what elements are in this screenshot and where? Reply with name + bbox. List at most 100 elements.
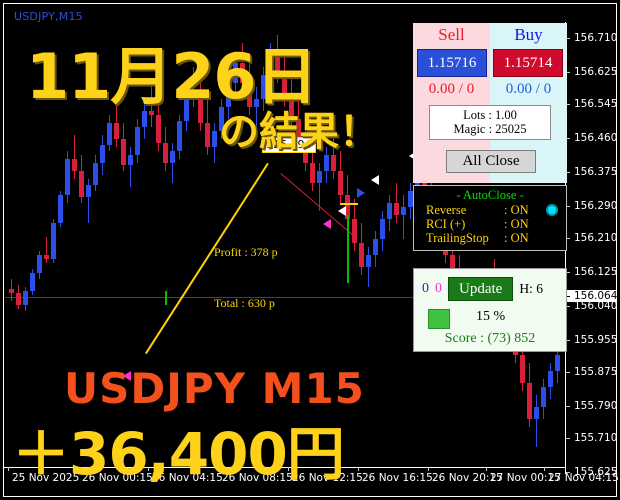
candlestick: [359, 223, 364, 275]
candle-body: [380, 219, 385, 239]
time-tick-label: 26 Nov 20:15: [428, 467, 503, 484]
candle-wick: [130, 147, 131, 187]
candle-body: [450, 255, 455, 275]
time-axis-separator: [4, 467, 566, 468]
candlestick: [212, 123, 217, 163]
candle-body: [23, 291, 28, 305]
candlestick: [149, 83, 154, 127]
candlestick: [142, 99, 147, 139]
candle-body: [128, 155, 133, 165]
candle-body: [352, 219, 357, 243]
candlestick: [107, 115, 112, 151]
candle-body: [359, 243, 364, 267]
candlestick: [275, 35, 280, 83]
candle-wick: [256, 87, 257, 135]
autoclose-panel[interactable]: - AutoClose - Reverse: ON RCI (+): ON Trai…: [413, 185, 567, 251]
candlestick: [527, 363, 532, 427]
candle-body: [324, 155, 329, 171]
candle-body: [534, 407, 539, 419]
price-tick: 155.625: [566, 466, 617, 478]
candle-wick: [172, 143, 173, 183]
candle-body: [198, 99, 203, 123]
candle-body: [30, 273, 35, 291]
candle-body: [51, 223, 56, 259]
trade-panel[interactable]: Sell Buy 1.15716 1.15714 0.00 / 0 0.00 /…: [413, 23, 567, 183]
autoclose-row[interactable]: RCI (+): ON: [414, 217, 566, 231]
candlestick: [373, 231, 378, 267]
candlestick: [156, 99, 161, 151]
candlestick: [114, 105, 119, 147]
candle-body: [79, 171, 84, 197]
price-tick: 156.545: [566, 98, 617, 110]
candlestick: [401, 195, 406, 239]
overlay-date-text: 11月26日: [26, 40, 318, 113]
vertical-event-line: [347, 215, 349, 283]
time-tick-label: 27 Nov 00:15: [486, 467, 561, 484]
candlestick: [254, 87, 259, 135]
candle-wick: [88, 179, 89, 223]
candlestick: [86, 179, 91, 223]
candle-body: [247, 83, 252, 107]
candlestick-plot-area[interactable]: [5, 23, 567, 473]
candlestick: [93, 155, 98, 191]
candle-body: [58, 195, 63, 223]
chart-symbol-label: USDJPY,M15: [14, 10, 83, 23]
autoclose-row[interactable]: Reverse: ON: [414, 203, 566, 217]
candle-body: [261, 75, 266, 99]
overlay-amount-text: ＋36,400円: [12, 420, 345, 488]
candle-body: [527, 383, 532, 419]
candlestick: [79, 155, 84, 203]
update-panel[interactable]: 0 0 Update H: 6 15 % Score : (73) 852: [413, 268, 567, 352]
magic-row: Magic : 25025: [453, 122, 527, 136]
candle-body: [317, 171, 322, 183]
candlestick: [331, 135, 336, 179]
price-tick: 156.040: [566, 300, 617, 312]
update-button[interactable]: Update: [448, 277, 514, 301]
candle-body: [408, 191, 413, 207]
candlestick: [163, 127, 168, 171]
profit-annotation: Profit : 378 p: [214, 245, 278, 259]
autoclose-rows: Reverse: ON RCI (+): ON TrailingStop: ON: [414, 203, 566, 245]
candle-body: [163, 143, 168, 163]
chart-window-frame: USDJPY,M15 156.394 Profit : 378 p Total …: [3, 3, 619, 497]
price-tick: 156.290: [566, 200, 617, 212]
candlestick: [282, 55, 287, 107]
trade-panel-headers: Sell Buy: [413, 25, 567, 45]
candle-body: [240, 63, 245, 83]
buy-price-button[interactable]: 1.15714: [493, 49, 563, 77]
candle-body: [415, 175, 420, 191]
all-close-button[interactable]: All Close: [446, 150, 536, 173]
price-tag-label: 156.394: [262, 137, 316, 153]
candle-body: [310, 163, 315, 183]
candlestick: [198, 79, 203, 131]
time-axis[interactable]: 25 Nov 2025 26 Nov 00:15 26 Nov 04:15 26 No…: [4, 467, 619, 494]
candle-body: [520, 355, 525, 383]
price-scale[interactable]: 156.710 156.625 156.545 156.460 156.375 156.2…: [566, 22, 617, 478]
current-price-tick: 156.064: [566, 290, 617, 303]
candle-body: [394, 203, 399, 215]
autoclose-title: - AutoClose -: [456, 188, 524, 202]
candle-body: [331, 155, 336, 171]
autoclose-row-key: TrailingStop: [426, 231, 489, 245]
autoclose-row[interactable]: TrailingStop: ON: [414, 231, 566, 245]
candle-body: [338, 171, 343, 195]
sell-price-button[interactable]: 1.15716: [417, 49, 487, 77]
time-tick-label: 27 Nov 04:15: [544, 467, 619, 484]
candle-body: [184, 95, 189, 121]
candlestick: [233, 51, 238, 95]
candlestick: [135, 119, 140, 163]
price-tick: 155.875: [566, 366, 617, 378]
candle-body: [373, 239, 378, 255]
candle-body: [191, 95, 196, 99]
candlestick: [65, 151, 70, 203]
autoclose-status-indicator-icon[interactable]: [546, 204, 558, 216]
price-tick: 155.955: [566, 334, 617, 346]
candle-body: [205, 123, 210, 147]
candle-body: [93, 163, 98, 185]
candle-body: [72, 159, 77, 171]
price-tick: 156.460: [566, 132, 617, 144]
candlestick: [387, 195, 392, 231]
candlestick: [100, 135, 105, 175]
candle-body: [219, 107, 224, 131]
price-tick: 156.375: [566, 166, 617, 178]
